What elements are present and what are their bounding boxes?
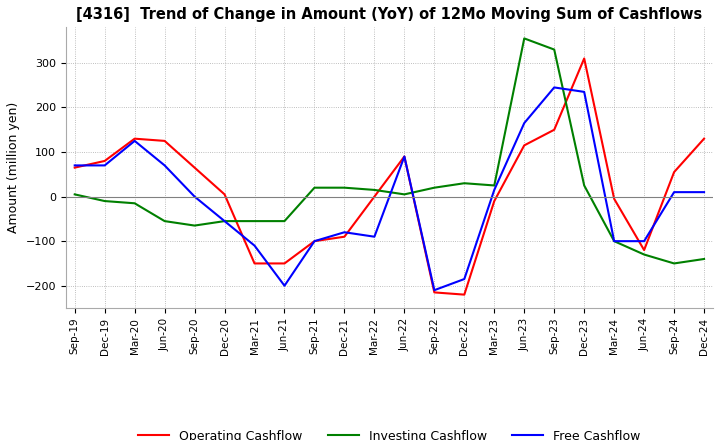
Legend: Operating Cashflow, Investing Cashflow, Free Cashflow: Operating Cashflow, Investing Cashflow, …	[133, 425, 646, 440]
Operating Cashflow	[430, 290, 438, 295]
Operating Cashflow	[460, 292, 469, 297]
Investing Cashflow	[280, 219, 289, 224]
Operating Cashflow	[550, 127, 559, 132]
Operating Cashflow	[340, 234, 348, 239]
Line: Operating Cashflow: Operating Cashflow	[75, 59, 704, 295]
Operating Cashflow	[71, 165, 79, 170]
Operating Cashflow	[640, 247, 649, 253]
Operating Cashflow	[370, 194, 379, 199]
Free Cashflow	[400, 154, 409, 159]
Line: Investing Cashflow: Investing Cashflow	[75, 38, 704, 264]
Operating Cashflow	[700, 136, 708, 141]
Investing Cashflow	[640, 252, 649, 257]
Operating Cashflow	[670, 169, 678, 175]
Investing Cashflow	[430, 185, 438, 191]
Free Cashflow	[220, 219, 229, 224]
Free Cashflow	[161, 163, 169, 168]
Free Cashflow	[550, 85, 559, 90]
Investing Cashflow	[460, 180, 469, 186]
Free Cashflow	[460, 276, 469, 282]
Operating Cashflow	[310, 238, 319, 244]
Free Cashflow	[130, 138, 139, 143]
Investing Cashflow	[610, 238, 618, 244]
Investing Cashflow	[310, 185, 319, 191]
Free Cashflow	[610, 238, 618, 244]
Operating Cashflow	[400, 154, 409, 159]
Free Cashflow	[520, 121, 528, 126]
Free Cashflow	[640, 238, 649, 244]
Operating Cashflow	[520, 143, 528, 148]
Investing Cashflow	[370, 187, 379, 193]
Title: [4316]  Trend of Change in Amount (YoY) of 12Mo Moving Sum of Cashflows: [4316] Trend of Change in Amount (YoY) o…	[76, 7, 703, 22]
Investing Cashflow	[580, 183, 588, 188]
Free Cashflow	[340, 230, 348, 235]
Investing Cashflow	[71, 192, 79, 197]
Free Cashflow	[100, 163, 109, 168]
Operating Cashflow	[161, 138, 169, 143]
Investing Cashflow	[251, 219, 259, 224]
Investing Cashflow	[550, 47, 559, 52]
Operating Cashflow	[280, 261, 289, 266]
Free Cashflow	[310, 238, 319, 244]
Free Cashflow	[71, 163, 79, 168]
Operating Cashflow	[580, 56, 588, 61]
Investing Cashflow	[520, 36, 528, 41]
Y-axis label: Amount (million yen): Amount (million yen)	[7, 102, 20, 233]
Investing Cashflow	[130, 201, 139, 206]
Free Cashflow	[430, 287, 438, 293]
Operating Cashflow	[130, 136, 139, 141]
Free Cashflow	[580, 89, 588, 95]
Investing Cashflow	[220, 219, 229, 224]
Free Cashflow	[370, 234, 379, 239]
Operating Cashflow	[610, 196, 618, 202]
Operating Cashflow	[490, 198, 499, 204]
Investing Cashflow	[340, 185, 348, 191]
Free Cashflow	[190, 194, 199, 199]
Free Cashflow	[251, 243, 259, 248]
Investing Cashflow	[100, 198, 109, 204]
Free Cashflow	[490, 187, 499, 193]
Investing Cashflow	[190, 223, 199, 228]
Investing Cashflow	[490, 183, 499, 188]
Free Cashflow	[280, 283, 289, 288]
Free Cashflow	[700, 190, 708, 195]
Investing Cashflow	[161, 219, 169, 224]
Free Cashflow	[670, 190, 678, 195]
Operating Cashflow	[190, 165, 199, 170]
Operating Cashflow	[251, 261, 259, 266]
Investing Cashflow	[700, 257, 708, 262]
Operating Cashflow	[100, 158, 109, 164]
Investing Cashflow	[670, 261, 678, 266]
Operating Cashflow	[220, 192, 229, 197]
Investing Cashflow	[400, 192, 409, 197]
Line: Free Cashflow: Free Cashflow	[75, 88, 704, 290]
